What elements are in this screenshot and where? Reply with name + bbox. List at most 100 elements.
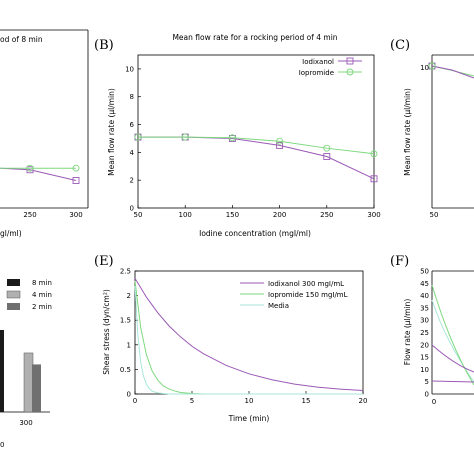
panel-f-media-curve: [431, 299, 474, 383]
panel-f-label: (F): [390, 254, 409, 269]
panel-c-line-purple: [431, 65, 474, 79]
panel-b-ytick-label: 0: [130, 205, 134, 213]
panel-e-series-line: [134, 285, 363, 395]
legend-8min-swatch: [7, 279, 20, 286]
legend-2min: 2 min: [32, 303, 52, 311]
panel-d-bar: [32, 364, 41, 412]
panel-b-point-iopromide: [276, 137, 284, 145]
panel-f-ytick-label: 10: [420, 366, 429, 374]
panel-b-ytick-label: 10: [125, 65, 134, 73]
panel-b-point-iodixanol: [276, 141, 284, 149]
panel-a-point: [72, 177, 80, 184]
panel-b-ytick-label: 2: [130, 177, 134, 185]
panel-d-legend: 8 min 4 min 2 min: [6, 279, 52, 311]
panel-b-frame: [137, 54, 375, 209]
panel-b-xtick-label: 250: [320, 211, 333, 219]
panel-b-point-iopromide: [228, 134, 236, 142]
panel-e-ylabel: Shear stress (dyn/cm²): [102, 289, 111, 375]
panel-e-ytick-label: 2: [127, 292, 131, 300]
panel-b-plot: 50 100 150 200 250 300 0 2 4 6 8 10: [125, 65, 381, 219]
legend-media: Media: [268, 302, 289, 310]
panel-f-ytick-label: 25: [420, 329, 429, 337]
panel-b: (B) Mean flow rate for a rocking period …: [94, 33, 381, 238]
panel-f-xtick: 0: [432, 398, 436, 406]
panel-a-tick-300: 300: [69, 211, 82, 219]
panel-a-xlabel: gl/ml): [0, 229, 22, 238]
panel-b-title: Mean flow rate for a rocking period of 4…: [172, 33, 337, 42]
panel-f-iodixanol-curve: [431, 344, 474, 373]
panel-e-plot: 0 5 10 15 20 0 0.5 1 1.5 2 2.5: [120, 268, 368, 406]
legend-2min-swatch: [7, 303, 20, 310]
legend-iodixanol-marker: [346, 57, 354, 65]
panel-e-ytick-label: 2.5: [120, 268, 131, 276]
legend-4min-swatch: [6, 290, 21, 299]
panel-b-xtick-label: 300: [367, 211, 380, 219]
panel-b-point-iopromide: [181, 133, 189, 141]
panel-e-xtick-label: 20: [359, 397, 368, 405]
panel-e-xlabel: Time (min): [228, 414, 270, 423]
panel-c-ytick: 10: [420, 64, 429, 72]
legend-iodixanol: Iodixanol: [302, 58, 334, 66]
legend-8min: 8 min: [32, 279, 52, 287]
panel-f-iopromide-curve: [431, 284, 474, 386]
panel-b-ytick-label: 6: [130, 121, 135, 129]
panel-d-tick-300: 300: [19, 419, 32, 427]
panel-f-ytick-label: 15: [420, 354, 429, 362]
legend-4min: 4 min: [32, 291, 52, 299]
panel-a-point: [72, 164, 80, 172]
panel-f-flat-line: [431, 380, 474, 383]
panel-b-ytick-label: 4: [130, 149, 135, 157]
panel-b-xtick-label: 50: [134, 211, 143, 219]
panel-e-xtick-label: 0: [133, 397, 137, 405]
panel-f-ytick-label: 20: [420, 341, 429, 349]
panel-f-ytick-label: 35: [420, 304, 429, 312]
panel-b-point-iopromide: [134, 133, 142, 141]
panel-c: (C) Mean flow rate (μl/min) 10 50: [390, 38, 474, 219]
panel-b-ytick-label: 8: [130, 93, 134, 101]
panel-b-series-line: [138, 136, 375, 155]
panel-f-ytick-label: 5: [425, 378, 429, 386]
panel-e-ytick-label: 1.5: [120, 317, 131, 325]
panel-b-ylabel: Mean flow rate (μl/min): [107, 88, 116, 176]
panel-f-ylabel: Flow rate (μl/min): [403, 299, 412, 366]
panel-f-ytick-label: 50: [420, 268, 429, 276]
panel-f-ytick-label: 0: [425, 391, 429, 399]
panel-e-series-line: [134, 278, 364, 392]
panel-d-bar: [0, 330, 4, 412]
panel-e-label: (E): [94, 254, 114, 269]
panel-e-ytick-label: 0.5: [120, 366, 131, 374]
panel-c-xtick: 50: [430, 211, 439, 219]
panel-b-point-iopromide: [370, 150, 378, 158]
legend-iodixanol300: Iodixanol 300 mgI/mL: [268, 280, 344, 288]
panel-e-xtick-label: 15: [302, 397, 311, 405]
panel-e-ytick-label: 1: [127, 341, 131, 349]
panel-a: od of 8 min 250 300 gl/ml): [0, 29, 89, 238]
panel-e-xtick-label: 5: [190, 397, 194, 405]
panel-b-point-iopromide: [323, 144, 331, 152]
panel-e-frame: [134, 270, 364, 395]
panel-b-label: (B): [94, 38, 114, 53]
panel-b-xlabel: Iodine concentration (mgI/ml): [199, 229, 311, 238]
panel-e: (E) Shear stress (dyn/cm²) Time (min) 0 5…: [94, 254, 367, 423]
panel-b-point-iodixanol: [370, 175, 378, 183]
panel-f-ytick-label: 30: [420, 317, 429, 325]
panel-a-plot: [0, 164, 80, 184]
panel-a-title: od of 8 min: [0, 35, 43, 44]
legend-iopromide-marker: [346, 68, 354, 76]
panel-c-label: (C): [390, 38, 410, 53]
panel-d-bar: [23, 352, 34, 413]
panel-b-xtick-label: 150: [226, 211, 239, 219]
legend-iopromide: Iopromide: [299, 69, 334, 77]
panel-e-xtick-label: 10: [245, 397, 254, 405]
panel-b-xtick-label: 100: [179, 211, 192, 219]
legend-iopromide150: Iopromide 150 mgI/mL: [268, 291, 348, 299]
panel-a-tick-250: 250: [23, 211, 36, 219]
panel-a-point: [26, 164, 34, 172]
panel-b-point-iodixanol: [323, 153, 331, 160]
panel-e-legend: Iodixanol 300 mgI/mL Iopromide 150 mgI/m…: [240, 280, 348, 310]
panel-e-ytick-label: 0: [127, 391, 131, 399]
panel-f-ytick-label: 40: [420, 292, 429, 300]
panel-f: (F) Flow rate (μl/min) 50454035302520151…: [390, 254, 474, 406]
